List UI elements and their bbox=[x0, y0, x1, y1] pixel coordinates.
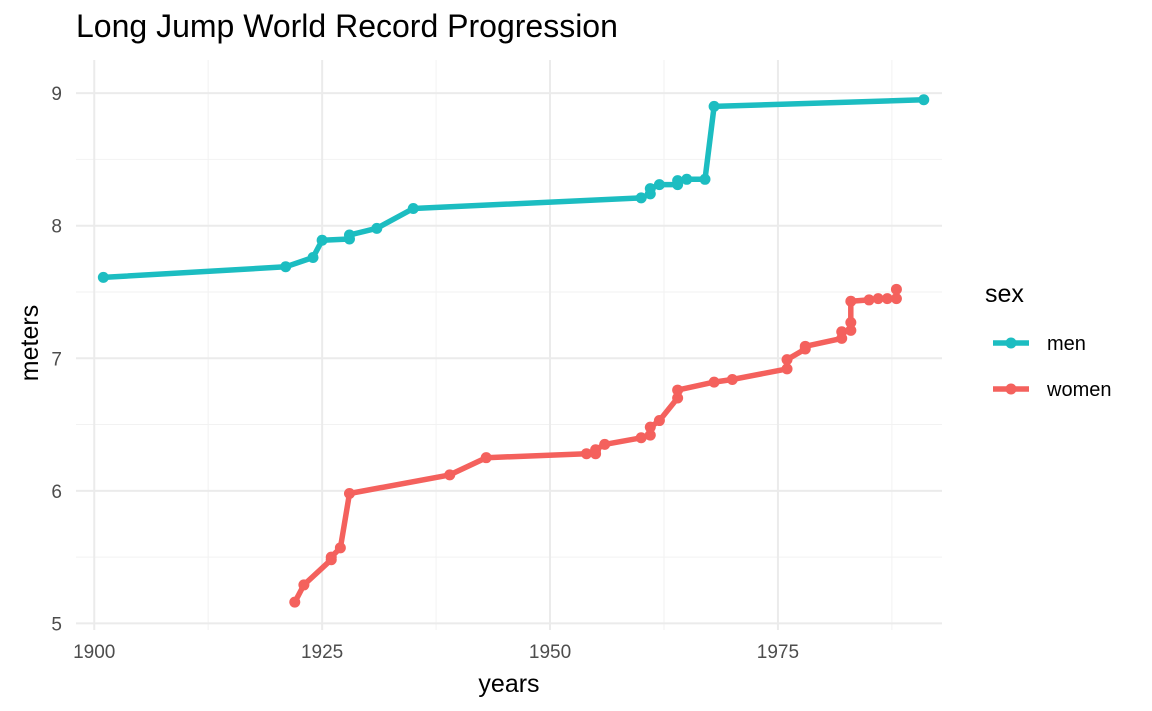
data-point-women bbox=[635, 432, 647, 444]
data-point-men bbox=[407, 202, 419, 214]
data-point-women bbox=[599, 438, 611, 450]
data-point-men bbox=[708, 100, 720, 112]
grid-minor bbox=[76, 60, 942, 630]
data-point-women bbox=[836, 326, 848, 338]
data-point-men bbox=[97, 271, 109, 283]
data-point-women bbox=[444, 469, 456, 481]
data-point-men bbox=[699, 173, 711, 185]
data-point-women bbox=[845, 316, 857, 328]
data-point-women bbox=[672, 384, 684, 396]
data-point-men bbox=[635, 192, 647, 204]
data-point-men bbox=[672, 175, 684, 187]
x-tick-label: 1900 bbox=[73, 642, 115, 663]
y-tick-label: 9 bbox=[51, 84, 62, 105]
data-point-women bbox=[890, 293, 902, 305]
data-point-men bbox=[316, 234, 328, 246]
data-point-women bbox=[298, 579, 310, 591]
legend-label-women: women bbox=[1046, 379, 1111, 401]
data-point-women bbox=[872, 293, 884, 305]
data-point-women bbox=[672, 392, 684, 404]
data-point-women bbox=[708, 376, 720, 388]
x-axis-ticks: 1900 1925 1950 1975 bbox=[73, 642, 799, 663]
legend-label-men: men bbox=[1047, 333, 1086, 355]
data-point-women bbox=[881, 293, 893, 305]
y-tick-label: 7 bbox=[51, 349, 62, 370]
x-tick-label: 1975 bbox=[757, 642, 799, 663]
chart-title: Long Jump World Record Progression bbox=[76, 8, 618, 44]
data-point-women bbox=[799, 340, 811, 352]
data-point-women bbox=[325, 551, 337, 563]
data-point-women bbox=[726, 373, 738, 385]
data-point-women bbox=[480, 452, 492, 464]
data-point-women bbox=[781, 354, 793, 366]
data-point-women bbox=[653, 415, 665, 427]
data-point-women bbox=[590, 444, 602, 456]
y-axis-title: meters bbox=[16, 305, 44, 381]
y-tick-label: 8 bbox=[51, 217, 62, 238]
y-axis-ticks: 5 6 7 8 9 bbox=[51, 84, 62, 635]
data-point-men bbox=[343, 229, 355, 241]
data-point-women bbox=[644, 421, 656, 433]
series-line-men bbox=[100, 97, 927, 281]
data-point-women bbox=[334, 542, 346, 554]
data-point-men bbox=[307, 252, 319, 264]
data-point-men bbox=[280, 261, 292, 273]
x-axis-title: years bbox=[478, 670, 539, 698]
data-point-women bbox=[845, 324, 857, 336]
legend-key-point-men bbox=[1005, 337, 1017, 349]
data-point-men bbox=[644, 183, 656, 195]
data-point-men bbox=[371, 222, 383, 234]
data-point-women bbox=[890, 283, 902, 295]
data-point-women bbox=[644, 429, 656, 441]
x-tick-label: 1925 bbox=[301, 642, 343, 663]
data-point-men bbox=[653, 179, 665, 191]
data-point-women bbox=[580, 448, 592, 460]
legend-title: sex bbox=[985, 280, 1024, 308]
series-layer bbox=[97, 94, 930, 608]
data-point-women bbox=[289, 596, 301, 608]
x-tick-label: 1950 bbox=[529, 642, 571, 663]
data-point-men bbox=[918, 94, 930, 106]
data-point-women bbox=[863, 294, 875, 306]
y-tick-label: 5 bbox=[51, 614, 62, 635]
y-tick-label: 6 bbox=[51, 482, 62, 503]
grid-major bbox=[76, 60, 942, 630]
data-point-men bbox=[681, 173, 693, 185]
data-point-women bbox=[781, 363, 793, 375]
data-point-women bbox=[343, 487, 355, 499]
legend-key-point-women bbox=[1005, 383, 1017, 395]
legend: sex men women bbox=[985, 280, 1111, 401]
data-point-women bbox=[845, 295, 857, 307]
